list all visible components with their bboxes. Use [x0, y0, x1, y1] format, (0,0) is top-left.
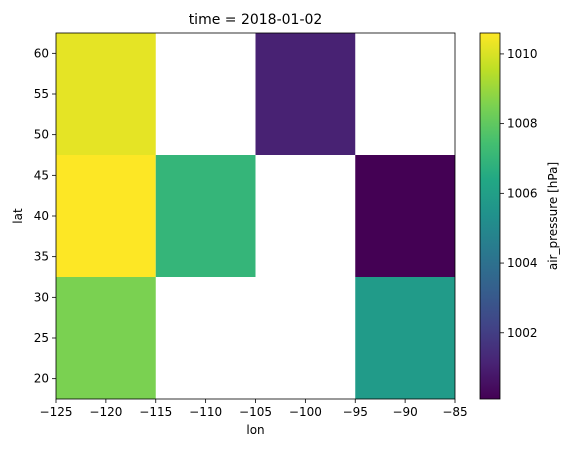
x-tick-label: −90: [392, 405, 417, 419]
colorbar-tick-label: 1004: [507, 256, 538, 270]
x-tick-label: −115: [139, 405, 172, 419]
y-tick-label: 30: [34, 290, 49, 304]
x-axis-label: lon: [246, 423, 264, 437]
heatmap-cell: [355, 155, 455, 277]
heatmap-cell: [56, 155, 156, 277]
x-tick-label: −125: [40, 405, 73, 419]
colorbar-label: air_pressure [hPa]: [546, 162, 560, 270]
colorbar-tick-label: 1008: [507, 117, 538, 131]
x-tick-label: −95: [343, 405, 368, 419]
y-tick-label: 25: [34, 331, 49, 345]
y-tick-label: 20: [34, 372, 49, 386]
colorbar-tick-label: 1006: [507, 186, 538, 200]
y-axis: 20 25 30 35 40 45 50 55 60: [34, 46, 56, 386]
x-axis: −125 −120 −115 −110 −105 −100 −95 −90 −85: [40, 399, 468, 419]
heatmap-cell: [355, 277, 455, 399]
y-axis-label: lat: [11, 208, 25, 224]
y-tick-label: 55: [34, 87, 49, 101]
colorbar-tick-label: 1002: [507, 326, 538, 340]
y-tick-label: 35: [34, 250, 49, 264]
y-tick-label: 40: [34, 209, 49, 223]
x-tick-label: −120: [89, 405, 122, 419]
colorbar: [479, 32, 501, 400]
x-tick-label: −85: [442, 405, 467, 419]
x-tick-label: −100: [289, 405, 322, 419]
colorbar-tick-label: 1010: [507, 47, 538, 61]
y-tick-label: 50: [34, 128, 49, 142]
chart-title: time = 2018-01-02: [189, 12, 323, 28]
heatmap-cell: [255, 33, 356, 155]
x-tick-label: −105: [239, 405, 272, 419]
x-tick-label: −110: [189, 405, 222, 419]
heatmap-cells: [56, 33, 455, 399]
heatmap-cell: [56, 277, 156, 399]
y-tick-label: 60: [34, 46, 49, 60]
heatmap-cell: [56, 33, 156, 155]
colorbar-ticks: 1002 1004 1006 1008 1010: [500, 47, 538, 340]
heatmap-cell: [155, 155, 256, 277]
y-tick-label: 45: [34, 168, 49, 182]
